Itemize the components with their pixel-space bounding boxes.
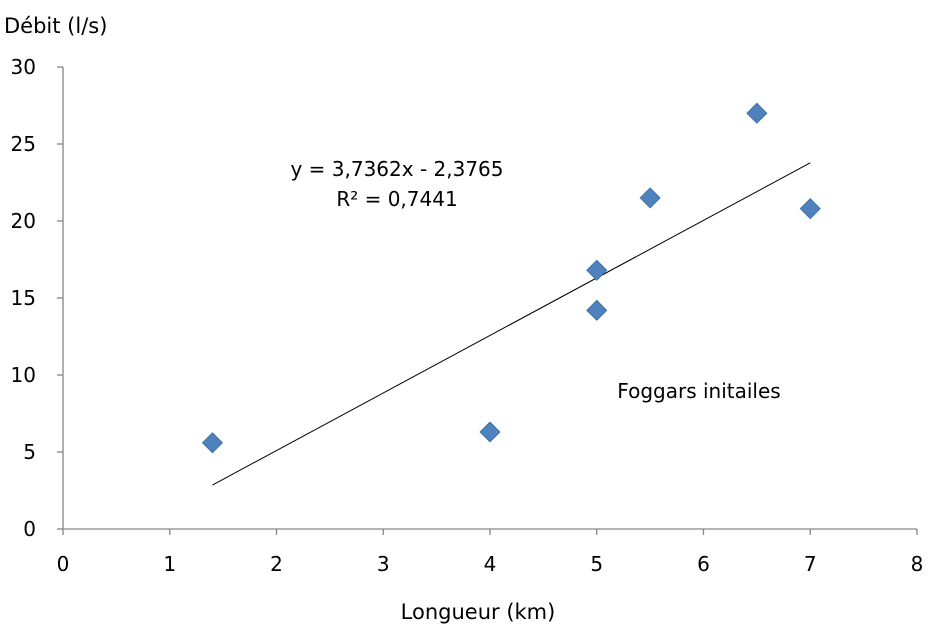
x-tick-label: 0 <box>57 552 70 576</box>
trendline-group <box>212 162 811 486</box>
data-point <box>639 187 661 209</box>
x-tick-label: 8 <box>911 552 924 576</box>
data-points <box>201 102 821 454</box>
x-tick-label: 3 <box>377 552 390 576</box>
y-tick-label: 20 <box>11 209 36 233</box>
data-point <box>586 259 608 281</box>
data-point <box>799 198 821 220</box>
y-axis-title: Débit (l/s) <box>4 14 107 38</box>
x-tick-label: 5 <box>590 552 603 576</box>
series-annotation: Foggars initailes <box>617 379 780 403</box>
y-tick-label: 10 <box>11 363 36 387</box>
y-tick-label: 0 <box>23 517 36 541</box>
data-point <box>479 421 501 443</box>
trendline <box>212 162 811 486</box>
y-tick-label: 15 <box>11 286 36 310</box>
x-tick-label: 7 <box>804 552 817 576</box>
x-axis-title: Longueur (km) <box>401 600 556 624</box>
axes: 0 5 10 15 20 25 30 0 1 2 3 4 5 6 7 8 <box>11 55 924 576</box>
x-tick-label: 4 <box>484 552 497 576</box>
trendline-equation: y = 3,7362x - 2,3765 <box>290 157 503 181</box>
y-tick-label: 25 <box>11 132 36 156</box>
data-point <box>201 432 224 454</box>
x-tick-label: 2 <box>270 552 283 576</box>
y-tick-label: 5 <box>23 440 36 464</box>
x-tick-label: 1 <box>163 552 176 576</box>
x-tick-label: 6 <box>697 552 710 576</box>
r-squared-label: R² = 0,7441 <box>336 187 457 211</box>
data-point <box>586 299 608 321</box>
data-point <box>746 102 768 124</box>
y-tick-label: 30 <box>11 55 36 79</box>
